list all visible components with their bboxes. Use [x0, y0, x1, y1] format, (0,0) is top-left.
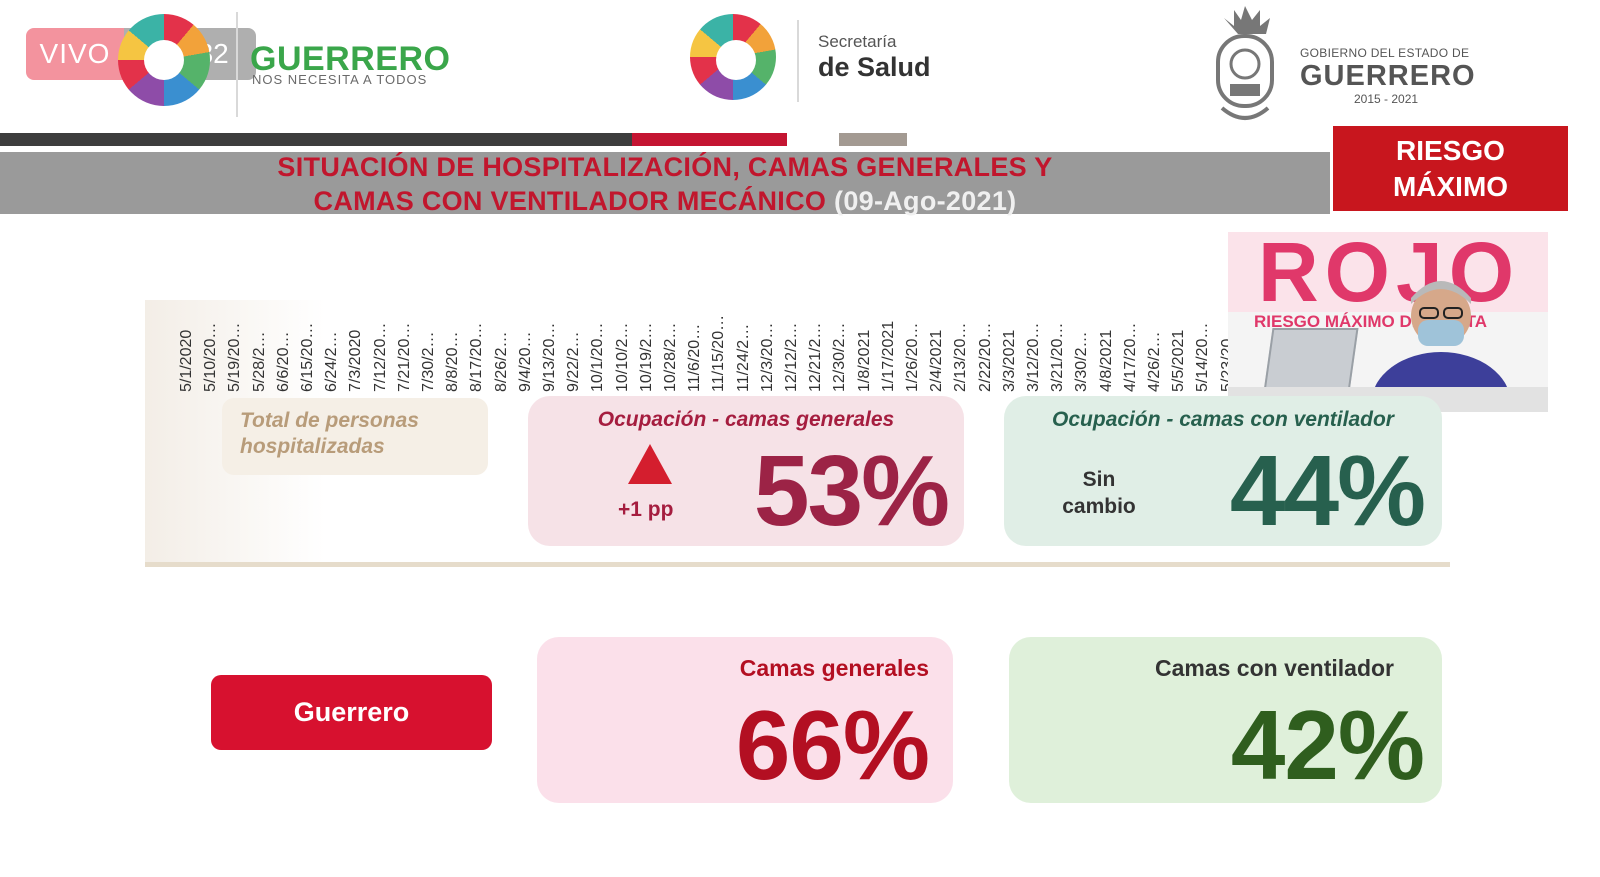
state-tagline: NOS NECESITA A TODOS: [252, 72, 428, 87]
x-tick-label: 4/17/20…: [1121, 322, 1139, 392]
ventilator-beds-value: 42%: [1230, 690, 1425, 800]
x-tick-label: 7/30/2…: [420, 331, 437, 392]
x-tick-label: 5/14/20…: [1194, 322, 1212, 392]
x-tick-label: 2/4/2021: [928, 329, 946, 392]
x-tick-label: 3/30/2…: [1073, 331, 1091, 392]
strip-segment: [0, 133, 632, 146]
section-divider: [145, 562, 1450, 567]
x-tick-label: 1/8/2021: [855, 329, 873, 392]
ventilator-beds-header: Camas con ventilador: [1154, 655, 1394, 681]
page-title-line1: SITUACIÓN DE HOSPITALIZACIÓN, CAMAS GENE…: [277, 152, 1053, 182]
occupancy-general-change: +1 pp: [618, 498, 674, 521]
x-tick-label: 11/15/20…: [710, 314, 728, 392]
divider: [797, 20, 799, 102]
occupancy-ventilator-value: 44%: [1229, 435, 1426, 547]
x-tick-label: 12/12/2…: [783, 322, 800, 392]
video-backdrop-word: ROJO: [1258, 232, 1521, 319]
x-tick-label: 9/22/2…: [565, 331, 583, 392]
title-text: CAMAS CON VENTILADOR MECÁNICO: [313, 186, 827, 216]
state-brand: GUERRERO: [250, 40, 451, 78]
total-hospitalized-label: Total de personas hospitalizadas: [240, 409, 419, 458]
x-tick-label: 10/1/20…: [589, 322, 607, 392]
x-tick-label: 7/12/20…: [371, 322, 389, 392]
up-triangle-icon: [628, 444, 672, 484]
occupancy-general-card: Ocupación - camas generales +1 pp 53%: [528, 396, 964, 547]
x-tick-label: 7/3/2020: [347, 329, 365, 392]
x-tick-label: 1/26/20…: [904, 322, 921, 392]
x-tick-label: 10/28/2…: [662, 322, 679, 392]
state-seal-icon: [1208, 4, 1282, 128]
occupancy-ventilator-header: Ocupación - camas con ventilador: [1052, 408, 1394, 431]
occupancy-ventilator-change: Sin cambio: [1062, 468, 1136, 518]
x-tick-label: 5/10/20…: [202, 322, 220, 392]
x-tick-label: 9/13/20…: [541, 322, 558, 392]
x-tick-label: 4/8/2021: [1097, 329, 1115, 392]
x-tick-label: 5/1/2020: [178, 329, 195, 392]
x-tick-label: 9/4/20…: [516, 331, 534, 392]
general-beds-header: Camas generales: [739, 655, 929, 681]
x-tick-label: 11/6/20…: [686, 323, 704, 392]
risk-badge-line2: MÁXIMO: [1392, 171, 1509, 202]
guerrero-star-logo: [118, 14, 210, 106]
general-beds-card: Camas generales 66%: [537, 637, 953, 803]
x-tick-label: 1/17/2021: [879, 320, 897, 392]
x-tick-label: 11/24/2…: [734, 323, 752, 392]
total-hospitalized-card: Total de personas hospitalizadas: [222, 398, 488, 475]
x-tick-label: 5/19/20…: [226, 322, 244, 392]
risk-badge: RIESGO MÁXIMO: [1333, 126, 1568, 211]
x-tick-label: 7/21/20…: [395, 322, 413, 392]
x-tick-label: 10/19/2…: [637, 322, 655, 392]
x-tick-label: 3/21/20…: [1049, 322, 1067, 392]
x-tick-label: 8/8/20…: [444, 331, 462, 392]
x-tick-label: 6/6/20…: [274, 331, 292, 392]
divider: [236, 12, 238, 117]
live-badge: VIVO: [26, 28, 124, 80]
x-tick-label: 10/10/2…: [613, 322, 631, 392]
x-tick-label: 3/3/2021: [1000, 329, 1018, 392]
occupancy-general-value: 53%: [753, 435, 950, 547]
x-tick-label: 6/15/20…: [299, 322, 316, 392]
salud-star-logo: [690, 14, 776, 100]
x-tick-label: 2/22/20…: [976, 322, 994, 392]
x-tick-label: 2/13/20…: [952, 322, 970, 392]
strip-segment: [632, 133, 787, 146]
video-backdrop: [1228, 232, 1548, 312]
x-tick-label: 5/28/2…: [250, 331, 268, 392]
gobierno-label: GOBIERNO DEL ESTADO DE: [1300, 46, 1470, 60]
x-tick-label: 8/17/20…: [468, 322, 486, 392]
x-tick-label: 6/24/2…: [323, 331, 341, 392]
x-tick-label: 12/21/2…: [807, 322, 825, 392]
gobierno-years: 2015 - 2021: [1354, 92, 1419, 106]
x-tick-label: 5/5/2021: [1170, 329, 1188, 392]
x-tick-label: 8/26/2…: [492, 331, 510, 392]
x-tick-label: 12/3/20…: [758, 322, 776, 392]
occupancy-general-header: Ocupación - camas generales: [597, 408, 895, 431]
occupancy-ventilator-card: Ocupación - camas con ventilador Sin cam…: [1004, 396, 1442, 547]
state-guerrero-button[interactable]: Guerrero: [211, 675, 492, 750]
secretaria-label: Secretaría: [818, 32, 897, 51]
x-tick-label: 3/12/20…: [1025, 322, 1042, 392]
report-date: (09-Ago-2021): [834, 186, 1017, 216]
strip-segment: [839, 133, 907, 146]
chart-x-axis: 5/1/2020 5/10/20… 5/19/20… 5/28/2… 6/6/20… 6/…: [178, 300, 1240, 392]
x-tick-label: 12/30/2…: [831, 322, 849, 392]
risk-badge-line1: RIESGO: [1396, 135, 1505, 166]
x-tick-label: 4/26/2…: [1146, 331, 1163, 392]
page-title-line2: CAMAS CON VENTILADOR MECÁNICO (09-Ago-20…: [0, 186, 1330, 217]
gobierno-state: GUERRERO: [1300, 60, 1476, 92]
strip-segment: [787, 133, 839, 146]
title-bar: [0, 152, 1330, 214]
general-beds-value: 66%: [735, 690, 930, 800]
video-inset[interactable]: ROJO RIESGO MÁXIMO DE CONTA: [1228, 232, 1548, 412]
salud-label: de Salud: [818, 52, 931, 82]
ventilator-beds-card: Camas con ventilador 42%: [1009, 637, 1442, 803]
laptop-icon: [1263, 328, 1359, 392]
